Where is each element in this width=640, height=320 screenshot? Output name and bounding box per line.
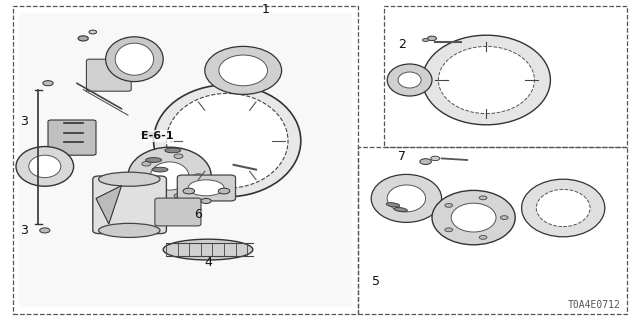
Ellipse shape bbox=[438, 46, 534, 114]
FancyBboxPatch shape bbox=[155, 198, 201, 226]
Circle shape bbox=[40, 228, 50, 233]
Circle shape bbox=[420, 159, 431, 164]
Bar bbox=[157, 137, 175, 144]
Text: 7: 7 bbox=[398, 150, 406, 163]
Circle shape bbox=[89, 30, 97, 34]
Ellipse shape bbox=[128, 147, 211, 205]
Text: 4: 4 bbox=[204, 256, 212, 269]
Text: 1: 1 bbox=[262, 3, 269, 16]
Ellipse shape bbox=[394, 207, 408, 212]
FancyBboxPatch shape bbox=[93, 176, 166, 234]
Circle shape bbox=[445, 204, 452, 207]
FancyBboxPatch shape bbox=[48, 120, 96, 155]
Ellipse shape bbox=[165, 148, 181, 153]
Ellipse shape bbox=[150, 162, 189, 190]
Ellipse shape bbox=[371, 174, 442, 222]
Circle shape bbox=[445, 228, 452, 232]
Ellipse shape bbox=[146, 158, 161, 163]
Circle shape bbox=[479, 196, 487, 200]
Ellipse shape bbox=[398, 72, 421, 88]
FancyBboxPatch shape bbox=[86, 59, 131, 91]
Ellipse shape bbox=[29, 155, 61, 178]
Bar bbox=[384, 6, 627, 147]
Ellipse shape bbox=[115, 43, 154, 75]
Text: T0A4E0712: T0A4E0712 bbox=[568, 300, 621, 310]
Circle shape bbox=[500, 216, 508, 220]
Circle shape bbox=[428, 36, 436, 41]
Ellipse shape bbox=[163, 239, 253, 260]
Circle shape bbox=[194, 174, 203, 178]
Ellipse shape bbox=[219, 55, 268, 86]
Circle shape bbox=[142, 162, 151, 166]
Text: E-6-1: E-6-1 bbox=[141, 131, 173, 141]
Bar bbox=[141, 131, 159, 139]
Circle shape bbox=[174, 154, 183, 158]
Circle shape bbox=[174, 194, 183, 198]
Ellipse shape bbox=[386, 203, 400, 207]
Ellipse shape bbox=[16, 147, 74, 186]
Circle shape bbox=[431, 156, 440, 161]
Ellipse shape bbox=[99, 172, 160, 186]
Ellipse shape bbox=[188, 180, 224, 196]
Bar bbox=[13, 6, 358, 314]
Circle shape bbox=[78, 36, 88, 41]
Circle shape bbox=[183, 188, 195, 194]
Ellipse shape bbox=[152, 167, 168, 172]
Text: 3: 3 bbox=[20, 224, 28, 237]
Circle shape bbox=[201, 198, 211, 204]
Ellipse shape bbox=[205, 46, 282, 94]
Bar bbox=[19, 13, 352, 307]
Ellipse shape bbox=[106, 37, 163, 82]
Ellipse shape bbox=[387, 64, 432, 96]
Ellipse shape bbox=[387, 185, 426, 212]
Bar bbox=[358, 147, 627, 314]
Ellipse shape bbox=[522, 179, 605, 237]
Ellipse shape bbox=[166, 93, 288, 188]
Circle shape bbox=[479, 236, 487, 239]
Text: 2: 2 bbox=[398, 38, 406, 51]
Ellipse shape bbox=[56, 160, 66, 167]
FancyBboxPatch shape bbox=[177, 175, 236, 201]
Ellipse shape bbox=[451, 203, 496, 232]
Text: 6: 6 bbox=[195, 208, 202, 221]
Polygon shape bbox=[96, 186, 122, 224]
Ellipse shape bbox=[536, 189, 590, 227]
Circle shape bbox=[43, 81, 53, 86]
Ellipse shape bbox=[154, 85, 301, 197]
Text: 3: 3 bbox=[20, 115, 28, 128]
Ellipse shape bbox=[99, 223, 160, 237]
Circle shape bbox=[142, 186, 151, 190]
Circle shape bbox=[218, 188, 230, 194]
Text: 5: 5 bbox=[372, 275, 380, 288]
Ellipse shape bbox=[432, 190, 515, 245]
Ellipse shape bbox=[49, 155, 72, 171]
Ellipse shape bbox=[422, 35, 550, 125]
Circle shape bbox=[422, 38, 429, 42]
